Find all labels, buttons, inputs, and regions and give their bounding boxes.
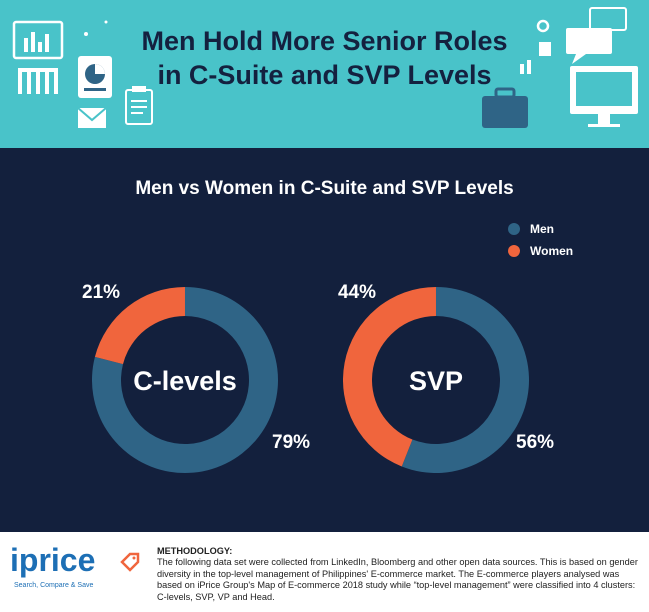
small-block-icon bbox=[539, 42, 551, 56]
data-label-women: 44% bbox=[338, 282, 376, 303]
slice-svp-women bbox=[343, 287, 436, 467]
gear-icon bbox=[536, 19, 550, 33]
chart-title: Men vs Women in C-Suite and SVP Levels bbox=[135, 178, 514, 199]
page-title: Men Hold More Senior Roles in C-Suite an… bbox=[100, 24, 549, 92]
logo-wordmark: iprice bbox=[10, 542, 96, 578]
logo-tagline: Search, Compare & Save bbox=[14, 582, 94, 589]
shop-icon bbox=[18, 68, 58, 94]
donut-charts: C-levels 79% 21% SVP 56% 44% bbox=[82, 282, 554, 473]
title-line-2: in C-Suite and SVP Levels bbox=[157, 60, 492, 90]
data-label-men: 56% bbox=[516, 432, 554, 453]
donut-center-label: SVP bbox=[409, 366, 463, 396]
monitor-icon bbox=[570, 66, 638, 127]
chat-bubble-icon bbox=[566, 7, 627, 64]
legend-item-women: Women bbox=[508, 240, 573, 262]
envelope-icon bbox=[77, 107, 107, 128]
iprice-logo[interactable]: iprice Search, Compare & Save bbox=[10, 542, 150, 602]
data-label-women: 21% bbox=[82, 282, 120, 303]
donut-center-label: C-levels bbox=[133, 366, 237, 396]
header-illustrations bbox=[12, 7, 638, 128]
chart-legend: Men Women bbox=[508, 218, 573, 262]
slice-svp-men bbox=[401, 287, 530, 473]
methodology-text: The following data set were collected fr… bbox=[157, 557, 638, 602]
legend-item-men: Men bbox=[508, 218, 573, 240]
tag-icon bbox=[120, 552, 140, 572]
chart-panel: C-levels 79% 21% SVP 56% 44% Men vs Women in … bbox=[0, 148, 649, 532]
data-label-men: 79% bbox=[272, 432, 310, 453]
header-banner: Men Hold More Senior Roles in C-Suite an… bbox=[0, 0, 649, 148]
legend-label-men: Men bbox=[530, 222, 554, 236]
footer: iprice Search, Compare & Save METHODOLOG… bbox=[0, 532, 649, 612]
legend-dot-men bbox=[508, 223, 520, 235]
legend-label-women: Women bbox=[530, 244, 574, 258]
slice-clevels-women bbox=[94, 287, 185, 365]
mini-bars-icon bbox=[520, 60, 531, 74]
clipboard-icon bbox=[125, 86, 153, 125]
pie-card-icon bbox=[78, 56, 112, 98]
methodology-title: METHODOLOGY: bbox=[157, 546, 233, 556]
title-line-1: Men Hold More Senior Roles bbox=[141, 26, 508, 56]
methodology: METHODOLOGY: The following data set were… bbox=[157, 546, 641, 603]
bar-chart-icon bbox=[12, 20, 64, 60]
briefcase-icon bbox=[482, 87, 528, 128]
slice-clevels-men bbox=[92, 287, 278, 473]
legend-dot-women bbox=[508, 245, 520, 257]
